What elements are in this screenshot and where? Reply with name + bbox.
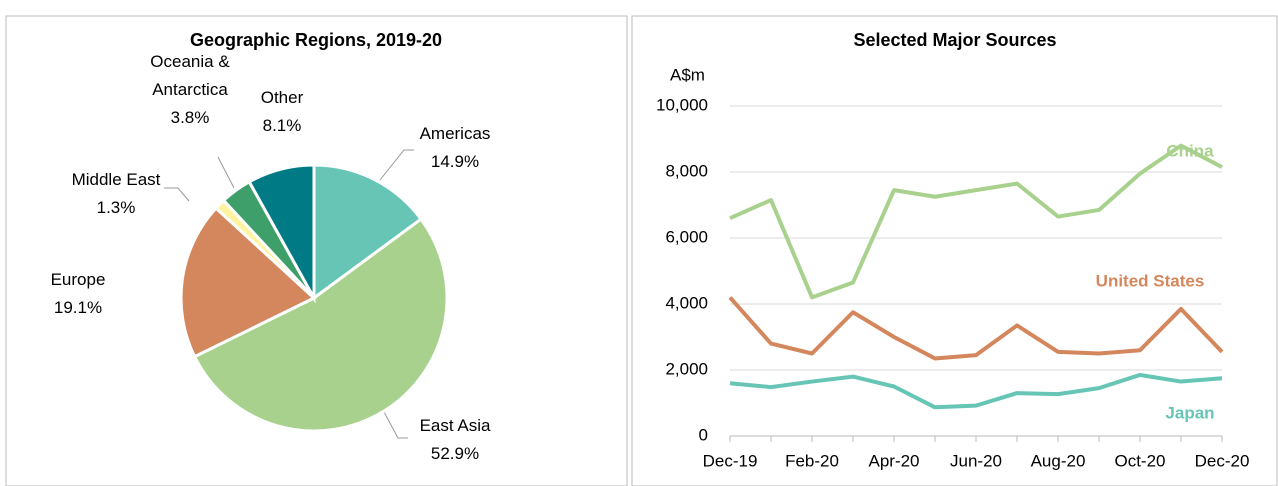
y-tick-label: 4,000 <box>665 293 708 312</box>
slice-label: Europe 19.1% <box>18 266 138 322</box>
series-label: Japan <box>1165 403 1214 422</box>
x-tick-label: Dec-20 <box>1195 451 1250 470</box>
leader-line <box>164 187 190 202</box>
slice-label: Other 8.1% <box>232 84 332 140</box>
leader-line <box>383 411 408 439</box>
pie-slice <box>192 216 449 433</box>
pie-slice <box>312 163 424 301</box>
y-tick-label: 0 <box>699 425 708 444</box>
y-tick-label: 2,000 <box>665 359 708 378</box>
pie-slice <box>247 163 316 304</box>
leader-lines <box>164 149 414 439</box>
x-tick-label: Feb-20 <box>785 451 839 470</box>
x-tick-label: Dec-19 <box>703 451 758 470</box>
slice-name: Middle East <box>71 170 161 189</box>
slice-value: 52.9% <box>430 444 480 463</box>
slice-value: 8.1% <box>262 116 302 135</box>
slice-value: 1.3% <box>96 198 136 217</box>
chart-title: Selected Major Sources <box>853 30 1057 50</box>
y-tick-label: 8,000 <box>665 161 708 180</box>
chart-title: Geographic Regions, 2019-20 <box>189 30 443 50</box>
x-tick-label: Apr-20 <box>868 451 919 470</box>
pie-slice <box>179 205 317 359</box>
slice-name: East Asia <box>419 416 491 435</box>
slice-value: 14.9% <box>430 152 480 171</box>
panel <box>5 15 628 486</box>
x-tick-label: Jun-20 <box>950 451 1002 470</box>
slice-value: 3.8% <box>170 108 210 127</box>
series-label: China <box>1166 141 1214 160</box>
slice-name: Europe <box>50 270 106 289</box>
slice-label: Middle East 1.3% <box>56 166 176 222</box>
x-tick-label: Aug-20 <box>1031 451 1086 470</box>
slice-name: Americas <box>419 124 491 143</box>
series-label: United States <box>1096 271 1205 290</box>
line-series <box>728 296 1224 361</box>
leader-line <box>217 156 235 189</box>
slice-label: Americas 14.9% <box>385 120 525 176</box>
slice-value: 19.1% <box>53 298 103 317</box>
slice-name: Oceania & Antarctica <box>150 52 230 99</box>
slice-label: Oceania & Antarctica 3.8% <box>135 48 245 132</box>
panel <box>631 15 1278 486</box>
line-series <box>729 372 1223 410</box>
slice-name: Other <box>260 88 304 107</box>
leader-line <box>379 149 414 181</box>
slice-label: East Asia 52.9% <box>385 412 525 468</box>
y-tick-label: 10,000 <box>656 95 708 114</box>
line-series <box>729 143 1223 300</box>
y-axis-label: A$m <box>670 65 705 84</box>
x-tick-label: Oct-20 <box>1114 451 1165 470</box>
y-tick-label: 6,000 <box>665 227 708 246</box>
